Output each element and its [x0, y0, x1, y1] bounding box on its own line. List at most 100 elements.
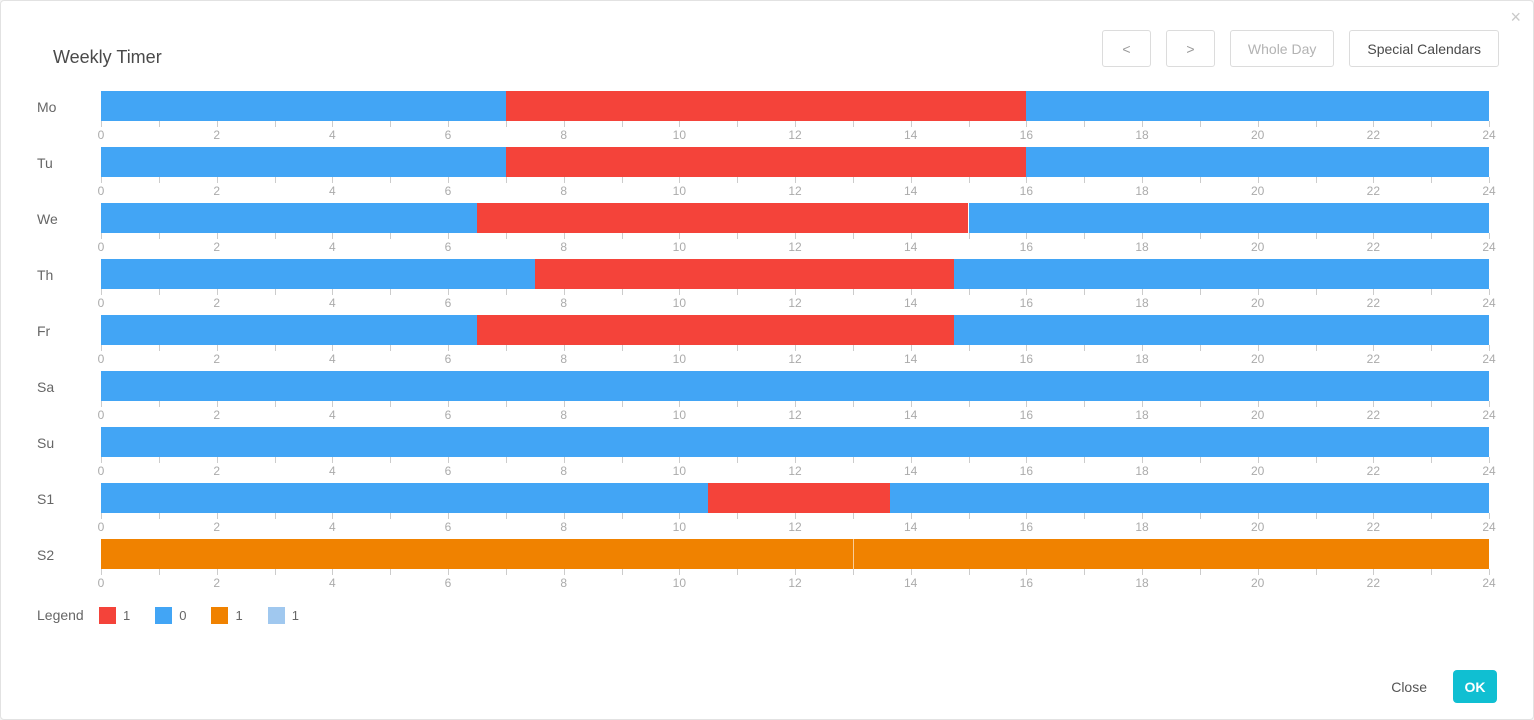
timer-track[interactable]: 0 2 4 6 8 10 12 14 16 18 20 22 24: [98, 371, 1496, 422]
close-button[interactable]: Close: [1391, 678, 1427, 695]
bar-segment-blue[interactable]: [954, 259, 1489, 289]
timer-track[interactable]: 0 2 4 6 8 10 12 14 16 18 20 22 24: [98, 91, 1496, 142]
axis-tick-label: 0: [97, 128, 105, 142]
bar-segment-blue[interactable]: [101, 371, 1489, 401]
prev-button[interactable]: <: [1101, 30, 1151, 67]
axis-tick-label: 12: [788, 520, 802, 534]
axis-tick-label: 10: [672, 296, 687, 310]
bar-segment-blue[interactable]: [101, 483, 709, 513]
bar-segment-blue[interactable]: [1026, 91, 1489, 121]
timer-track[interactable]: 0 2 4 6 8 10 12 14 16 18 20 22 24: [98, 315, 1496, 366]
timer-row-sa: Sa 0 2 4 6 8 10 12 14 16 18 20 22 24: [1, 371, 1496, 427]
axis-tick: [1199, 121, 1201, 127]
axis-tick-label: 20: [1250, 408, 1265, 422]
timer-track[interactable]: 0 2 4 6 8 10 12 14 16 18 20 22 24: [98, 483, 1496, 534]
axis-tick: [1026, 457, 1028, 463]
axis-tick: [274, 121, 276, 127]
toolbar: < > Whole Day Special Calendars: [1101, 30, 1499, 67]
axis-tick: [332, 289, 334, 295]
next-button[interactable]: >: [1165, 30, 1215, 67]
bar-segment-blue[interactable]: [954, 315, 1489, 345]
axis-tick: [968, 289, 970, 295]
axis-tick: [1257, 233, 1259, 239]
bar-segment-orange[interactable]: [852, 539, 1489, 569]
axis-tick-label: 24: [1482, 128, 1496, 142]
axis-tick: [1084, 401, 1086, 407]
axis-tick-label: 0: [97, 576, 105, 590]
bar-segment-red[interactable]: [476, 203, 969, 233]
weekly-timer-chart: Mo 0 2 4 6 8 10 12 14 16 18 20 22 24 Tu 0 2 4 6 8 10 12 14 16 18…: [1, 91, 1496, 595]
whole-day-button[interactable]: Whole Day: [1229, 30, 1335, 67]
bar-segment-blue[interactable]: [890, 483, 1489, 513]
bar-segment-red[interactable]: [476, 315, 955, 345]
ok-button[interactable]: OK: [1453, 670, 1497, 703]
axis-tick: [1199, 401, 1201, 407]
axis-tick: [679, 513, 681, 519]
axis-tick: [216, 121, 218, 127]
axis-tick: [1257, 345, 1259, 351]
axis-tick-label: 4: [328, 184, 336, 198]
axis-tick-label: 24: [1482, 520, 1496, 534]
timer-track[interactable]: 0 2 4 6 8 10 12 14 16 18 20 22 24: [98, 147, 1496, 198]
axis-tick: [737, 177, 739, 183]
axis-tick: [216, 233, 218, 239]
bar-segment-red[interactable]: [708, 483, 891, 513]
legend-item: 1: [99, 606, 131, 624]
axis-tick: [505, 401, 507, 407]
timer-track[interactable]: 0 2 4 6 8 10 12 14 16 18 20 22 24: [98, 539, 1496, 590]
axis-tick: [1489, 121, 1490, 127]
axis-tick: [1431, 345, 1433, 351]
timer-track[interactable]: 0 2 4 6 8 10 12 14 16 18 20 22 24: [98, 203, 1496, 254]
axis-tick: [1142, 569, 1143, 575]
timer-track[interactable]: 0 2 4 6 8 10 12 14 16 18 20 22 24: [98, 427, 1496, 478]
bar-segment-blue[interactable]: [968, 203, 1489, 233]
bar-segment-blue[interactable]: [101, 147, 506, 177]
timer-track[interactable]: 0 2 4 6 8 10 12 14 16 18 20 22 24: [98, 259, 1496, 310]
axis-tick: [621, 177, 623, 183]
axis-tick: [1315, 457, 1317, 463]
bar-segment-red[interactable]: [505, 91, 1027, 121]
bar-segment-blue[interactable]: [101, 315, 477, 345]
axis-tick-label: 10: [672, 464, 687, 478]
axis-tick-label: 20: [1250, 520, 1265, 534]
axis-tick-label: 2: [213, 464, 220, 478]
bar-segment-blue[interactable]: [101, 91, 506, 121]
axis-tick-label: 0: [97, 240, 105, 254]
legend-value: 1: [123, 607, 131, 623]
axis-tick: [1431, 513, 1433, 519]
close-icon[interactable]: ×: [1510, 7, 1521, 27]
axis-tick: [679, 345, 681, 351]
axis-tick: [621, 289, 623, 295]
axis-tick: [158, 233, 160, 239]
axis-tick: [679, 177, 681, 183]
axis-tick: [1026, 513, 1028, 519]
bar-segment-red[interactable]: [534, 259, 955, 289]
axis-tick-label: 8: [560, 576, 567, 590]
axis-tick-label: 22: [1366, 520, 1381, 534]
axis-tick: [448, 289, 449, 295]
axis-tick-label: 14: [903, 408, 918, 422]
axis-tick: [795, 569, 796, 575]
bar-segment-orange[interactable]: [101, 539, 853, 569]
axis-tick: [1199, 233, 1201, 239]
axis-tick: [910, 233, 912, 239]
page-title: Weekly Timer: [53, 47, 162, 67]
bar-segment-blue[interactable]: [1026, 147, 1489, 177]
axis-tick: [1431, 569, 1433, 575]
axis-tick-label: 0: [97, 520, 105, 534]
bar-segment-blue[interactable]: [101, 427, 1489, 457]
bar-segment-blue[interactable]: [101, 259, 535, 289]
special-calendars-button[interactable]: Special Calendars: [1349, 30, 1499, 67]
dialog-footer: Close OK: [1391, 670, 1497, 703]
bar-segment-blue[interactable]: [101, 203, 477, 233]
axis-tick: [390, 513, 392, 519]
bar-segment-red[interactable]: [505, 147, 1027, 177]
axis-tick-label: 12: [788, 464, 802, 478]
axis-tick-label: 4: [328, 240, 336, 254]
axis-tick: [390, 569, 392, 575]
axis-tick-label: 20: [1250, 184, 1265, 198]
axis-tick: [968, 401, 970, 407]
axis-tick-label: 8: [560, 464, 567, 478]
axis-tick: [274, 177, 276, 183]
